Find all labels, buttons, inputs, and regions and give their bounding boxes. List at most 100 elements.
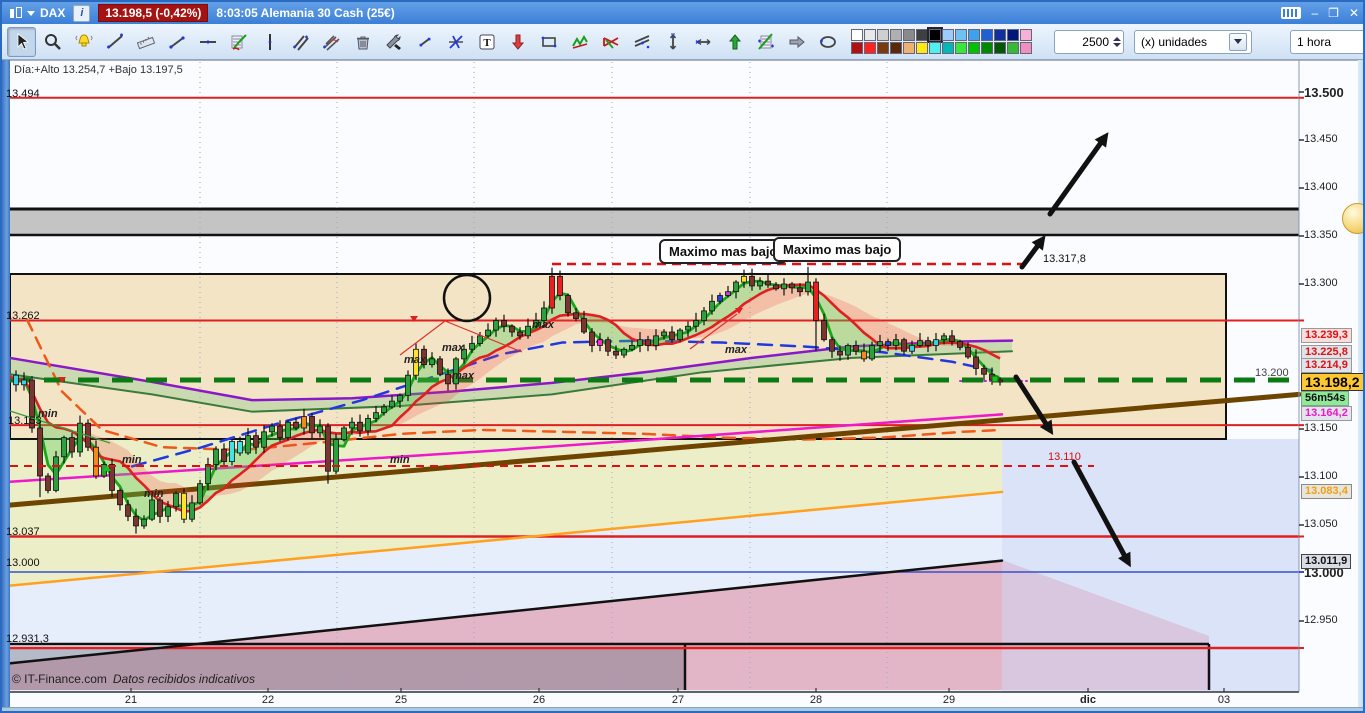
zoom-tool-button[interactable] <box>38 27 67 57</box>
spinner-up-icon[interactable] <box>1113 36 1121 41</box>
ruler-icon <box>136 32 156 52</box>
y-axis-label: 13.450 <box>1304 133 1338 145</box>
color-swatch[interactable] <box>864 29 876 41</box>
color-swatch[interactable] <box>916 42 928 54</box>
color-swatch[interactable] <box>1007 42 1019 54</box>
color-swatch[interactable] <box>890 29 902 41</box>
color-swatch[interactable] <box>864 42 876 54</box>
zoom-icon <box>43 32 63 52</box>
color-swatch[interactable] <box>927 27 943 43</box>
arrow-down-icon <box>508 32 528 52</box>
color-swatch[interactable] <box>994 42 1006 54</box>
segment-tool-button[interactable] <box>162 27 191 57</box>
x-axis-label: 25 <box>394 694 408 706</box>
color-swatch[interactable] <box>851 29 863 41</box>
title-bar[interactable]: DAX i 13.198,5 (-0,42%) 8:03:05 Alemania… <box>2 2 1363 24</box>
extreme-min-label: min <box>38 408 58 420</box>
text-tool-button[interactable]: T <box>472 27 501 57</box>
y-axis-label: 12.950 <box>1304 614 1338 626</box>
channel-tool-button[interactable] <box>627 27 656 57</box>
spinner-down-icon[interactable] <box>1113 42 1121 47</box>
scroll-position-ball[interactable] <box>1342 203 1363 234</box>
color-palette <box>851 27 1032 54</box>
price-level-label: 13.037 <box>6 526 40 538</box>
color-swatch[interactable] <box>903 29 915 41</box>
technical-analysis-tool-button[interactable] <box>224 27 253 57</box>
axis-price-tag: 13.225,8 <box>1301 345 1352 360</box>
color-swatch[interactable] <box>1020 29 1032 41</box>
symbol-dropdown-caret[interactable] <box>27 10 35 16</box>
keyboard-icon[interactable] <box>1281 7 1302 19</box>
color-swatch[interactable] <box>968 29 980 41</box>
horizontal-line-tool-button[interactable] <box>193 27 222 57</box>
restore-button[interactable]: ❐ <box>1328 6 1339 20</box>
arrow-up-tool-button[interactable] <box>720 27 749 57</box>
color-swatch[interactable] <box>851 42 863 54</box>
horizontal-scrollbar[interactable] <box>2 707 1363 711</box>
color-swatch[interactable] <box>916 29 928 41</box>
horizontal-segment-tool-button[interactable] <box>689 27 718 57</box>
timeframe-selected: 1 hora <box>1297 34 1332 49</box>
arrow-right-tool-button[interactable] <box>782 27 811 57</box>
settings-tool-button[interactable] <box>379 27 408 57</box>
color-swatch[interactable] <box>890 42 902 54</box>
color-swatch[interactable] <box>981 29 993 41</box>
axis-price-tag: 13.214,9 <box>1301 358 1352 373</box>
vertical-expansion-tool-button[interactable] <box>658 27 687 57</box>
triangle-pattern-tool-button[interactable] <box>596 27 625 57</box>
settings-icon <box>384 32 404 52</box>
color-swatch[interactable] <box>929 42 941 54</box>
triangle-pattern-icon <box>601 32 621 52</box>
close-button[interactable]: ✕ <box>1348 6 1359 20</box>
axis-price-tag: 13.164,2 <box>1301 406 1352 421</box>
price-level-label: 13.494 <box>6 88 40 100</box>
color-swatch[interactable] <box>903 42 915 54</box>
annotation-text-box[interactable]: Maximo mas bajo <box>659 239 788 264</box>
pointer-tool-button[interactable] <box>7 26 36 57</box>
rectangle-tool-button[interactable] <box>534 27 563 57</box>
color-swatch[interactable] <box>994 29 1006 41</box>
level-13200-label: 13.200 <box>1255 367 1289 379</box>
color-swatch[interactable] <box>877 29 889 41</box>
axis-price-tag: 13.083,4 <box>1301 484 1352 499</box>
extreme-min-label: min <box>122 454 142 466</box>
trendline-tool-button[interactable] <box>100 27 129 57</box>
ellipse-tool-button[interactable] <box>813 27 842 57</box>
info-icon[interactable]: i <box>73 4 91 22</box>
color-swatch[interactable] <box>1007 29 1019 41</box>
y-axis-label: 13.050 <box>1304 518 1338 530</box>
arrow-right-icon <box>787 32 807 52</box>
pitchfork-tool-button[interactable] <box>317 27 346 57</box>
forecast-tool-button[interactable] <box>751 27 780 57</box>
minimize-button[interactable]: – <box>1311 6 1319 20</box>
annotation-text-box[interactable]: Maximo mas bajo <box>773 237 902 262</box>
color-swatch[interactable] <box>942 42 954 54</box>
delete-tool-button[interactable] <box>348 27 377 57</box>
ruler-tool-button[interactable] <box>131 27 160 57</box>
quantity-spinner[interactable] <box>1054 29 1124 54</box>
channel-icon <box>632 32 652 52</box>
alerts-tool-button[interactable] <box>69 27 98 57</box>
x-axis-label: dic <box>1080 694 1096 706</box>
color-swatch[interactable] <box>1020 42 1032 54</box>
price-level-label: 13.000 <box>6 557 40 569</box>
zigzag-tool-button[interactable] <box>565 27 594 57</box>
units-dropdown[interactable]: (x) unidades <box>1134 29 1252 54</box>
color-swatch[interactable] <box>955 29 967 41</box>
chevron-down-icon[interactable] <box>1229 32 1247 51</box>
color-swatch[interactable] <box>981 42 993 54</box>
color-swatch[interactable] <box>955 42 967 54</box>
arrow-down-tool-button[interactable] <box>503 27 532 57</box>
quantity-input[interactable] <box>1055 33 1111 50</box>
crossed-lines-tool-button[interactable] <box>441 27 470 57</box>
color-swatch[interactable] <box>877 42 889 54</box>
color-swatch[interactable] <box>942 29 954 41</box>
parallel-lines-tool-button[interactable] <box>286 27 315 57</box>
short-segment-tool-button[interactable] <box>410 27 439 57</box>
vertical-line-tool-button[interactable] <box>255 27 284 57</box>
timeframe-dropdown[interactable]: 1 hora <box>1290 29 1363 54</box>
candlestick-style-icon[interactable] <box>8 6 22 20</box>
symbol-name: DAX <box>40 6 66 20</box>
color-swatch[interactable] <box>968 42 980 54</box>
